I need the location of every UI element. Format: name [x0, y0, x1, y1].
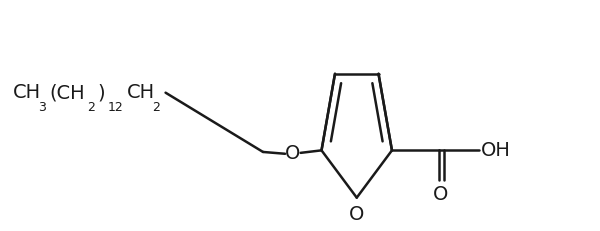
Text: O: O [285, 144, 301, 163]
Text: 12: 12 [108, 101, 124, 114]
Text: OH: OH [481, 141, 511, 160]
Text: O: O [433, 185, 449, 204]
Text: 2: 2 [87, 101, 95, 114]
Text: CH: CH [127, 83, 155, 102]
Text: 3: 3 [38, 101, 46, 114]
Text: CH: CH [13, 83, 41, 102]
Text: ): ) [97, 83, 105, 102]
Text: 2: 2 [152, 101, 160, 114]
Text: (CH: (CH [49, 83, 85, 102]
Text: O: O [349, 204, 364, 224]
